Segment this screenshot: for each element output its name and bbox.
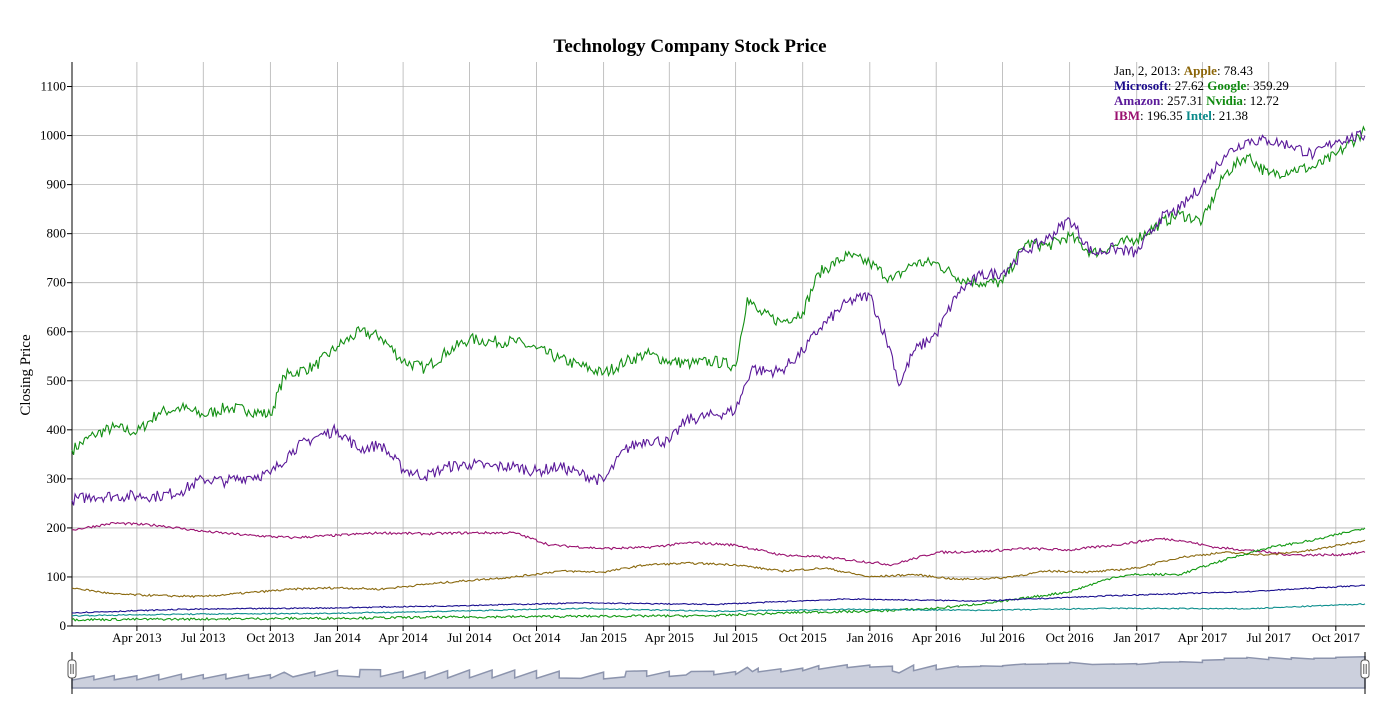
y-axis: 0 100 200 300 400 500 600 700 800 900 1000 1100 xyxy=(40,62,73,633)
legend-value-intel: : 21.38 xyxy=(1212,108,1248,123)
legend-value-ibm: : 196.35 xyxy=(1140,108,1183,123)
x-tick-label: Jan 2017 xyxy=(1113,630,1160,645)
x-tick-label: Apr 2013 xyxy=(112,630,161,645)
legend-name-microsoft: Microsoft xyxy=(1114,78,1169,93)
x-axis: Apr 2013 Jul 2013 Oct 2013 Jan 2014 Apr 2014… xyxy=(72,625,1365,645)
y-tick-label: 900 xyxy=(47,177,67,192)
overview-area xyxy=(71,656,1366,689)
legend-name-amazon: Amazon xyxy=(1114,93,1161,108)
x-tick-label: Oct 2016 xyxy=(1046,630,1095,645)
y-axis-label: Closing Price xyxy=(18,334,34,416)
legend-name-google: Google xyxy=(1204,78,1246,93)
legend-value-nvidia: : 12.72 xyxy=(1243,93,1279,108)
x-tick-label: Oct 2014 xyxy=(513,630,562,645)
legend-name-nvidia: Nvidia xyxy=(1203,93,1244,108)
y-tick-label: 0 xyxy=(60,618,67,633)
series-line-nvidia[interactable] xyxy=(71,527,1366,622)
y-tick-label: 800 xyxy=(47,226,67,241)
x-tick-label: Jul 2015 xyxy=(713,630,757,645)
x-tick-label: Oct 2015 xyxy=(779,630,827,645)
x-tick-label: Apr 2016 xyxy=(911,630,961,645)
series-line-intel[interactable] xyxy=(72,603,1366,617)
y-tick-label: 200 xyxy=(47,520,67,535)
series-line-apple[interactable] xyxy=(71,539,1366,599)
x-tick-label: Jul 2016 xyxy=(980,630,1025,645)
gridlines xyxy=(72,62,1365,627)
y-tick-label: 700 xyxy=(47,275,67,290)
range-selector[interactable] xyxy=(67,652,1370,694)
range-handle-right[interactable] xyxy=(1360,659,1370,679)
y-tick-label: 1100 xyxy=(40,79,66,94)
x-tick-label: Apr 2017 xyxy=(1178,630,1228,645)
legend-row: IBM: 196.35 Intel: 21.38 xyxy=(1114,108,1248,123)
legend-row: Amazon: 257.31 Nvidia: 12.72 xyxy=(1114,93,1279,108)
y-tick-label: 1000 xyxy=(40,128,66,143)
x-tick-label: Apr 2014 xyxy=(378,630,428,645)
y-tick-label: 100 xyxy=(47,569,67,584)
x-tick-label: Jan 2014 xyxy=(314,630,361,645)
x-tick-label: Jul 2014 xyxy=(447,630,492,645)
x-tick-label: Oct 2017 xyxy=(1312,630,1361,645)
range-handle-left[interactable] xyxy=(67,659,77,679)
legend-value-google: : 359.29 xyxy=(1246,78,1289,93)
y-tick-label: 500 xyxy=(47,373,67,388)
legend-name-ibm: IBM xyxy=(1114,108,1140,123)
legend-name-intel: Intel xyxy=(1183,108,1213,123)
x-tick-label: Oct 2013 xyxy=(246,630,294,645)
legend-date: Jan, 2, 2013: Apple: 78.43 xyxy=(1114,63,1253,78)
series-line-microsoft[interactable] xyxy=(71,584,1365,614)
series-line-google[interactable] xyxy=(71,125,1366,455)
y-tick-label: 300 xyxy=(47,471,67,486)
chart-title: Technology Company Stock Price xyxy=(553,36,826,57)
x-tick-label: Apr 2015 xyxy=(645,630,694,645)
series-line-amazon[interactable] xyxy=(71,129,1366,506)
x-tick-label: Jan 2016 xyxy=(847,630,894,645)
x-tick-label: Jan 2015 xyxy=(580,630,627,645)
legend-value-amazon: : 257.31 xyxy=(1160,93,1203,108)
y-tick-label: 600 xyxy=(47,324,67,339)
x-tick-label: Jul 2017 xyxy=(1247,630,1292,645)
x-tick-label: Jul 2013 xyxy=(181,630,225,645)
series-lines[interactable] xyxy=(71,125,1366,622)
legend-value-apple: : 78.43 xyxy=(1217,63,1253,78)
legend-value-microsoft: : 27.62 xyxy=(1168,78,1204,93)
legend-name-apple: Apple xyxy=(1184,63,1217,78)
series-line-ibm[interactable] xyxy=(71,521,1366,567)
y-tick-label: 400 xyxy=(47,422,67,437)
legend-row: Microsoft: 27.62 Google: 359.29 xyxy=(1114,78,1289,93)
